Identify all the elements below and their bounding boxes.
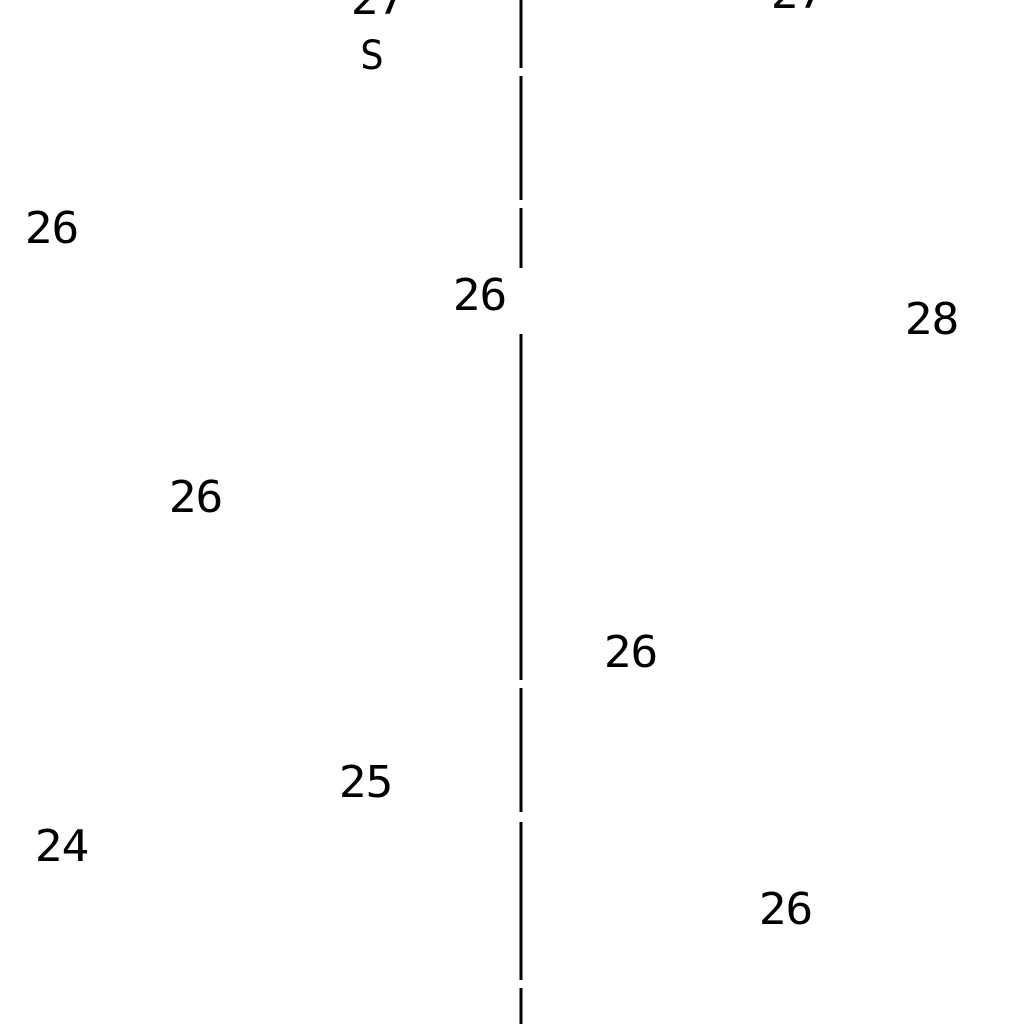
depth-sounding: 26 — [758, 884, 814, 935]
depth-sounding: 26 — [452, 270, 508, 321]
depth-sounding: 28 — [904, 294, 960, 345]
depth-sounding: 26 — [168, 472, 224, 523]
depth-sounding: 26 — [24, 203, 80, 254]
bottom-quality-label: S — [360, 33, 385, 79]
depth-sounding: 26 — [603, 627, 659, 678]
depth-sounding: 27 — [351, 0, 406, 22]
depth-sounding: 24 — [34, 821, 90, 872]
depth-sounding: 25 — [338, 757, 394, 808]
depth-sounding: 27 — [771, 0, 826, 16]
